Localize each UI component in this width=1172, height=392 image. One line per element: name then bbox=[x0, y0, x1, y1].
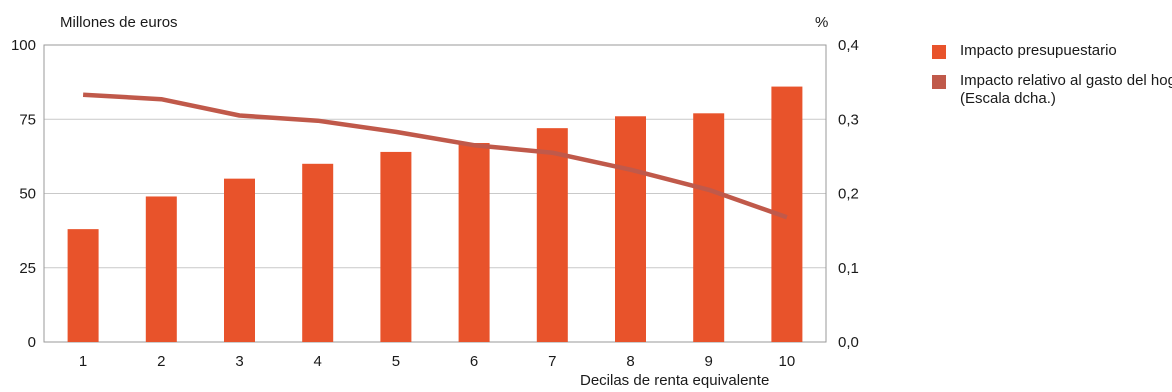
y-tick-label-left: 25 bbox=[19, 260, 36, 277]
plot-frame bbox=[43, 44, 827, 343]
x-axis-label: Decilas de renta equivalente bbox=[580, 372, 770, 389]
series-line bbox=[82, 92, 788, 220]
x-tick-label: 2 bbox=[157, 353, 165, 370]
bar bbox=[536, 128, 568, 342]
x-tick-label: 8 bbox=[626, 353, 634, 370]
y-tick-label-left: 100 bbox=[11, 37, 36, 54]
legend-item-relative: Impacto relativo al gasto del hogar (Esc… bbox=[932, 72, 1172, 108]
bar bbox=[302, 163, 334, 342]
bar bbox=[458, 143, 490, 342]
legend-swatch-line bbox=[932, 75, 946, 89]
bar bbox=[224, 178, 255, 342]
x-tick-label: 7 bbox=[548, 353, 556, 370]
legend-label: Impacto relativo al gasto del hogar (Esc… bbox=[960, 72, 1172, 107]
bar bbox=[380, 151, 412, 342]
x-tick-label: 10 bbox=[779, 353, 796, 370]
legend-label: Impacto presupuestario bbox=[960, 42, 1117, 59]
y-tick-label-right: 0,2 bbox=[838, 186, 859, 203]
y-tick-label-right: 0,0 bbox=[838, 334, 859, 351]
x-tick-label: 5 bbox=[392, 353, 400, 370]
bar bbox=[693, 113, 725, 342]
bar bbox=[67, 229, 99, 342]
bar bbox=[145, 196, 177, 342]
y-tick-label-left: 0 bbox=[28, 334, 36, 351]
y-tick-label-left: 50 bbox=[19, 186, 36, 203]
legend-swatch-bar bbox=[932, 45, 946, 59]
y-axis-right-label: % bbox=[815, 14, 829, 31]
x-tick-label: 1 bbox=[79, 353, 87, 370]
y-tick-label-left: 75 bbox=[19, 111, 36, 128]
legend: Impacto presupuestario Impacto relativo … bbox=[932, 42, 1172, 120]
legend-item-budget: Impacto presupuestario bbox=[932, 42, 1172, 60]
x-tick-label: 9 bbox=[705, 353, 713, 370]
y-tick-label-right: 0,1 bbox=[838, 260, 859, 277]
x-tick-label: 6 bbox=[470, 353, 478, 370]
y-tick-label-right: 0,3 bbox=[838, 111, 859, 128]
y-tick-label-right: 0,4 bbox=[838, 37, 859, 54]
x-tick-label: 4 bbox=[314, 353, 322, 370]
x-tick-label: 3 bbox=[235, 353, 243, 370]
bar bbox=[615, 116, 646, 342]
y-axis-left-label: Millones de euros bbox=[60, 14, 178, 31]
